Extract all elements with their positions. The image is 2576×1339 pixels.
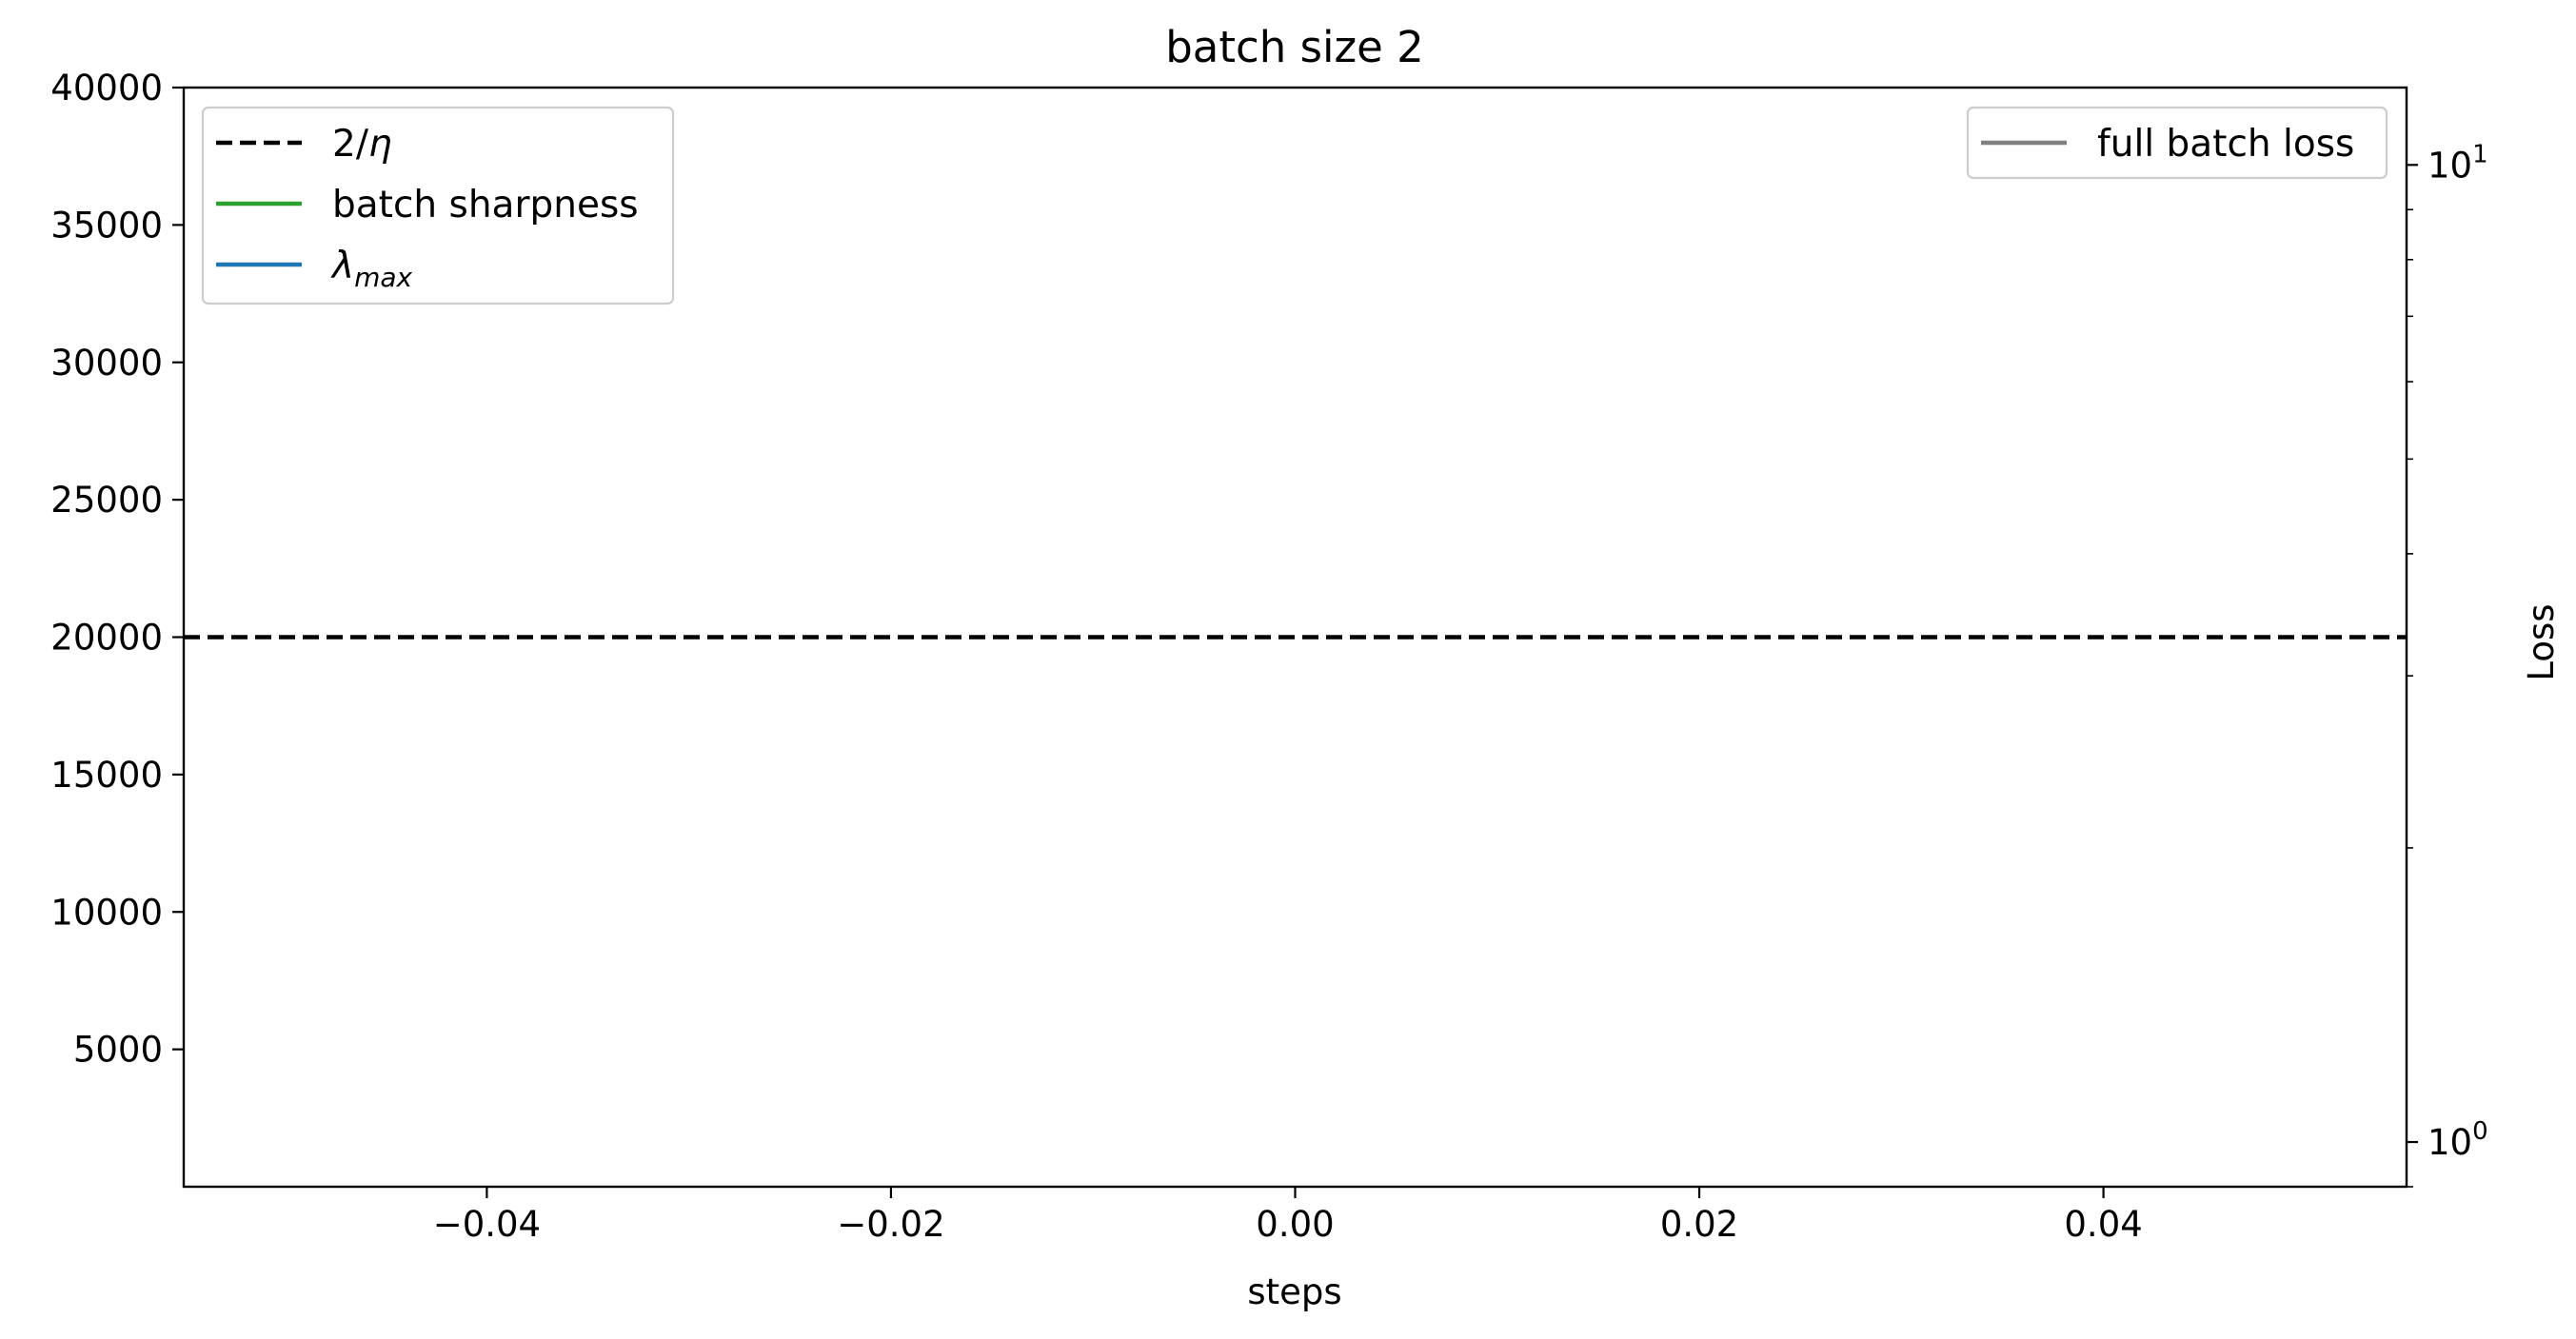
legend-right: full batch loss [1968,108,2387,178]
y-tick-label: 20000 [50,618,163,659]
y2-axis-label: Loss [2521,603,2562,680]
y-tick-label: 30000 [50,343,163,384]
x-tick-label: 0.04 [2064,1204,2142,1245]
y-tick-label: 25000 [50,480,163,521]
legend-label: 2/η [332,123,392,166]
y-tick-label: 15000 [50,755,163,796]
x-tick-label: −0.02 [837,1204,944,1245]
x-axis-label: steps [1247,1271,1341,1312]
y-tick-label: 10000 [50,892,163,933]
chart-title: batch size 2 [1165,22,1424,72]
legend-label: full batch loss [2097,123,2354,166]
y-tick-label: 35000 [50,205,163,246]
x-tick-label: 0.02 [1660,1204,1738,1245]
y-tick-label: 5000 [73,1030,163,1071]
x-tick-label: 0.00 [1256,1204,1334,1245]
y-tick-label: 40000 [50,68,163,108]
x-tick-label: −0.04 [433,1204,541,1245]
legend-label: batch sharpness [332,184,639,226]
